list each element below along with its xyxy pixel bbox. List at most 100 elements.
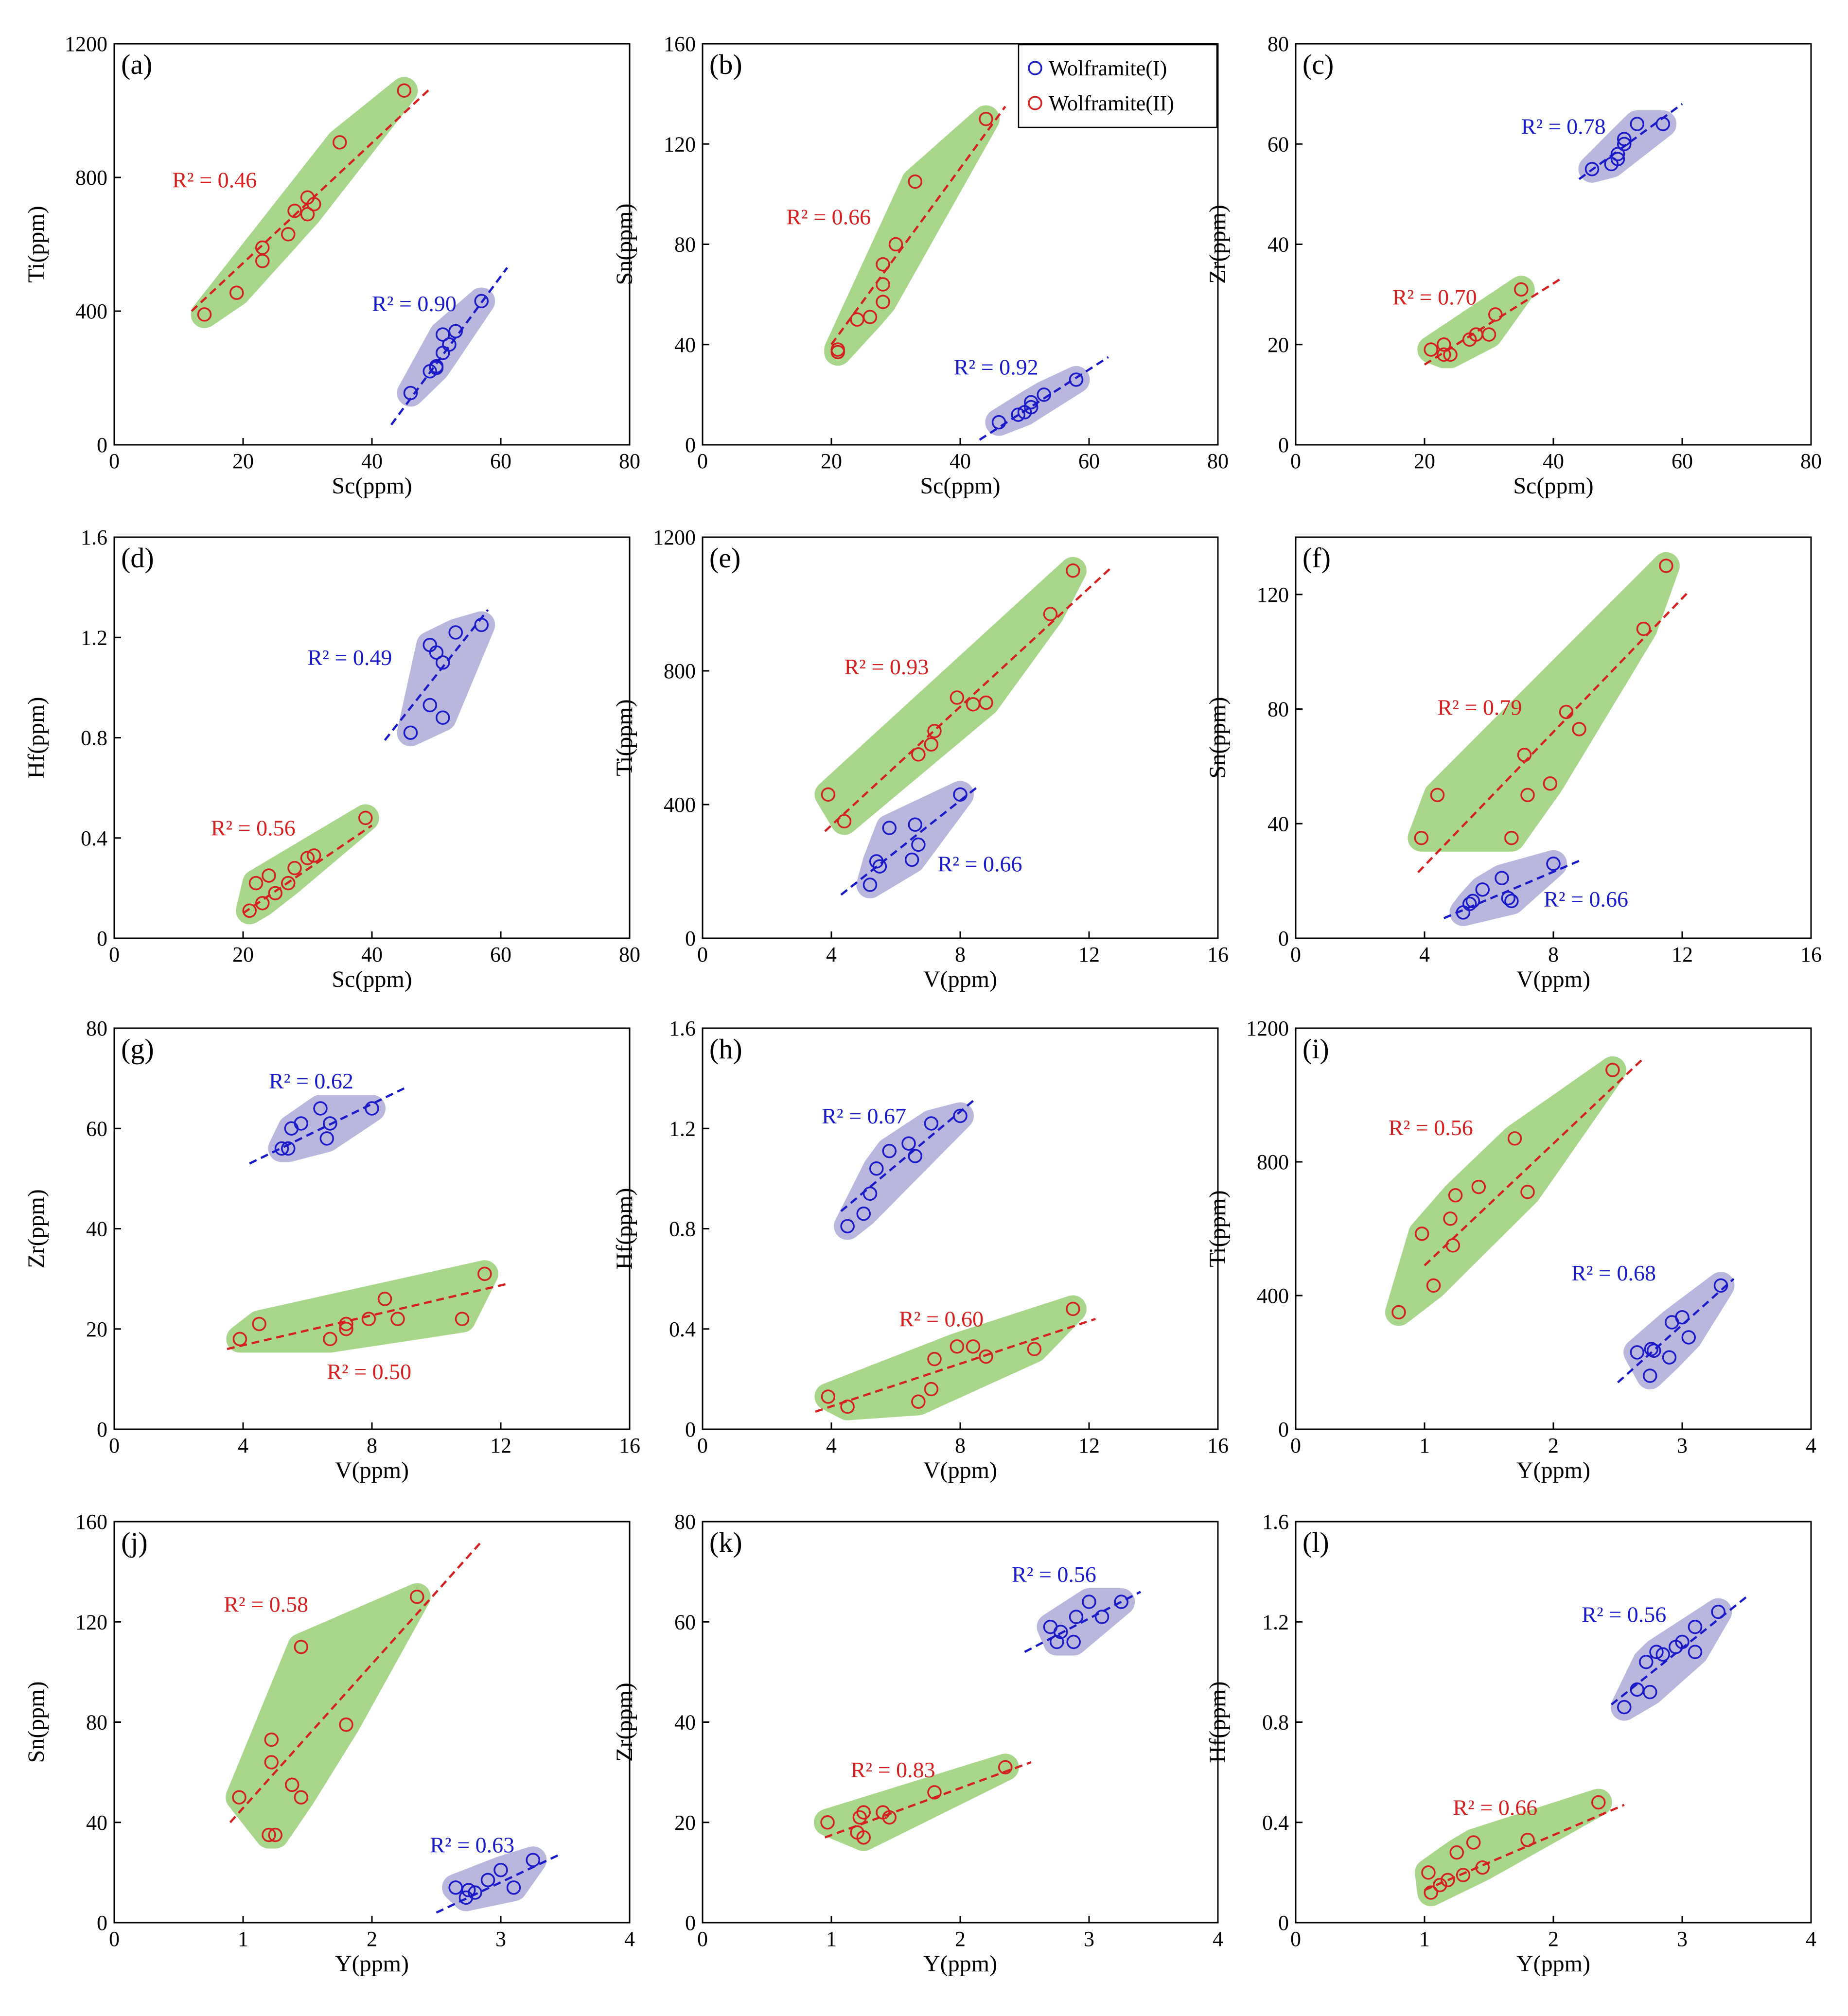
y-tick-label-e: 800	[664, 659, 696, 683]
y-tick-label-c: 40	[1267, 233, 1289, 257]
point-wolframite-I-i	[1646, 1343, 1661, 1358]
point-wolframite-II-d	[262, 868, 276, 883]
y-tick-label-l: 1.2	[1262, 1610, 1289, 1634]
point-wolframite-II-g	[339, 1316, 353, 1332]
point-wolframite-II-k	[856, 1805, 871, 1820]
point-wolframite-I-d	[436, 655, 450, 670]
field-wolframite-II-h	[814, 1295, 1087, 1420]
point-wolframite-I-i	[1643, 1368, 1657, 1383]
point-wolframite-I-h	[924, 1116, 939, 1131]
point-wolframite-II-h	[966, 1339, 981, 1354]
point-wolframite-II-b	[830, 342, 845, 357]
y-tick-label-c: 60	[1267, 132, 1289, 156]
x-tick-label-h: 8	[955, 1434, 966, 1457]
r2-label-wolframite-II-i: R² = 0.56	[1389, 1115, 1473, 1140]
y-axis-label-c: Zr(ppm)	[1205, 205, 1231, 284]
point-wolframite-I-e	[953, 787, 968, 802]
x-tick-label-i: 0	[1290, 1434, 1301, 1457]
x-tick-label-b: 40	[950, 449, 971, 473]
point-wolframite-II-f	[1517, 748, 1532, 762]
point-wolframite-I-c	[1617, 132, 1632, 146]
point-wolframite-II-k	[882, 1810, 897, 1825]
point-wolframite-II-h	[924, 1382, 939, 1397]
y-tick-label-h: 1.6	[669, 1017, 696, 1040]
point-wolframite-II-b	[876, 295, 890, 309]
y-tick-label-f: 0	[1278, 927, 1289, 950]
trendline-wolframite-I-i	[1617, 1278, 1735, 1384]
r2-label-wolframite-I-e: R² = 0.66	[938, 852, 1022, 877]
point-wolframite-I-l	[1675, 1634, 1690, 1649]
point-wolframite-II-d	[358, 810, 373, 825]
point-wolframite-II-e	[1066, 563, 1080, 578]
point-wolframite-II-f	[1430, 788, 1445, 803]
x-tick-label-f: 16	[1800, 943, 1822, 966]
y-tick-label-k: 80	[674, 1510, 696, 1534]
point-wolframite-II-h	[1027, 1342, 1042, 1356]
y-tick-label-a: 400	[75, 299, 107, 323]
y-tick-label-g: 20	[86, 1317, 107, 1341]
y-tick-label-e: 1200	[653, 526, 696, 549]
y-tick-label-h: 1.2	[669, 1117, 696, 1140]
x-tick-label-e: 4	[826, 943, 837, 966]
x-tick-label-e: 16	[1207, 943, 1229, 966]
point-wolframite-I-e	[862, 877, 878, 892]
y-tick-label-j: 40	[86, 1811, 107, 1835]
y-tick-label-b: 0	[685, 433, 696, 457]
y-tick-label-j: 120	[75, 1610, 107, 1634]
point-wolframite-II-e	[950, 690, 965, 705]
point-wolframite-II-i	[1448, 1188, 1463, 1203]
trendline-wolframite-II-k	[824, 1761, 1032, 1839]
x-tick-label-f: 0	[1290, 943, 1301, 966]
y-tick-label-f: 120	[1257, 583, 1289, 607]
legend-marker-wolframite-II	[1028, 96, 1042, 110]
point-wolframite-I-e	[911, 837, 926, 852]
panel-label-h: (h)	[709, 1033, 742, 1065]
point-wolframite-I-j	[468, 1885, 482, 1900]
r2-label-wolframite-I-c: R² = 0.78	[1521, 114, 1606, 139]
point-wolframite-I-k	[1050, 1634, 1064, 1649]
y-tick-label-e: 0	[685, 927, 696, 950]
point-wolframite-II-f	[1520, 788, 1535, 803]
point-wolframite-I-f	[1546, 857, 1561, 871]
point-wolframite-II-l	[1449, 1845, 1464, 1860]
legend: Wolframite(I) Wolframite(II)	[1018, 44, 1218, 128]
y-tick-label-j: 0	[97, 1911, 107, 1935]
point-wolframite-II-c	[1437, 337, 1451, 352]
x-tick-label-i: 1	[1419, 1434, 1430, 1457]
point-wolframite-II-g	[252, 1316, 266, 1332]
y-tick-label-k: 0	[685, 1911, 696, 1935]
y-tick-label-k: 60	[674, 1610, 696, 1634]
x-tick-label-b: 0	[697, 449, 708, 473]
x-tick-label-h: 0	[697, 1434, 708, 1457]
field-wolframite-I-d	[397, 611, 495, 747]
panel-label-e: (e)	[709, 542, 740, 574]
y-tick-label-a: 0	[97, 433, 107, 457]
panel-label-f: (f)	[1302, 542, 1331, 574]
point-wolframite-I-g	[365, 1101, 379, 1116]
y-tick-label-h: 0	[685, 1418, 696, 1441]
panel-label-b: (b)	[709, 49, 742, 80]
point-wolframite-II-h	[821, 1389, 836, 1404]
point-wolframite-I-i	[1681, 1330, 1696, 1345]
panel-label-k: (k)	[709, 1526, 742, 1558]
panel-d: R² = 0.49 R² = 0.56 0 20 40 60 80 0 0.4 0.8 1.2 1.6…	[23, 526, 640, 992]
x-tick-label-j: 0	[109, 1927, 120, 1951]
x-tick-label-j: 1	[238, 1927, 248, 1951]
point-wolframite-I-l	[1643, 1684, 1657, 1700]
point-wolframite-I-f	[1475, 882, 1490, 897]
point-wolframite-II-c	[1514, 282, 1529, 297]
point-wolframite-I-i	[1713, 1278, 1728, 1293]
point-wolframite-II-j	[284, 1777, 299, 1792]
y-tick-label-i: 0	[1278, 1418, 1289, 1441]
point-wolframite-II-b	[876, 257, 890, 272]
panel-label-j: (j)	[121, 1526, 148, 1558]
point-wolframite-II-g	[477, 1266, 492, 1281]
point-wolframite-II-i	[1445, 1238, 1461, 1253]
point-wolframite-II-a	[397, 83, 411, 98]
y-tick-label-a: 800	[75, 166, 107, 190]
r2-label-wolframite-II-k: R² = 0.83	[851, 1757, 935, 1782]
point-wolframite-II-j	[264, 1755, 279, 1770]
x-tick-label-g: 16	[619, 1434, 640, 1457]
x-tick-label-i: 2	[1548, 1434, 1559, 1457]
